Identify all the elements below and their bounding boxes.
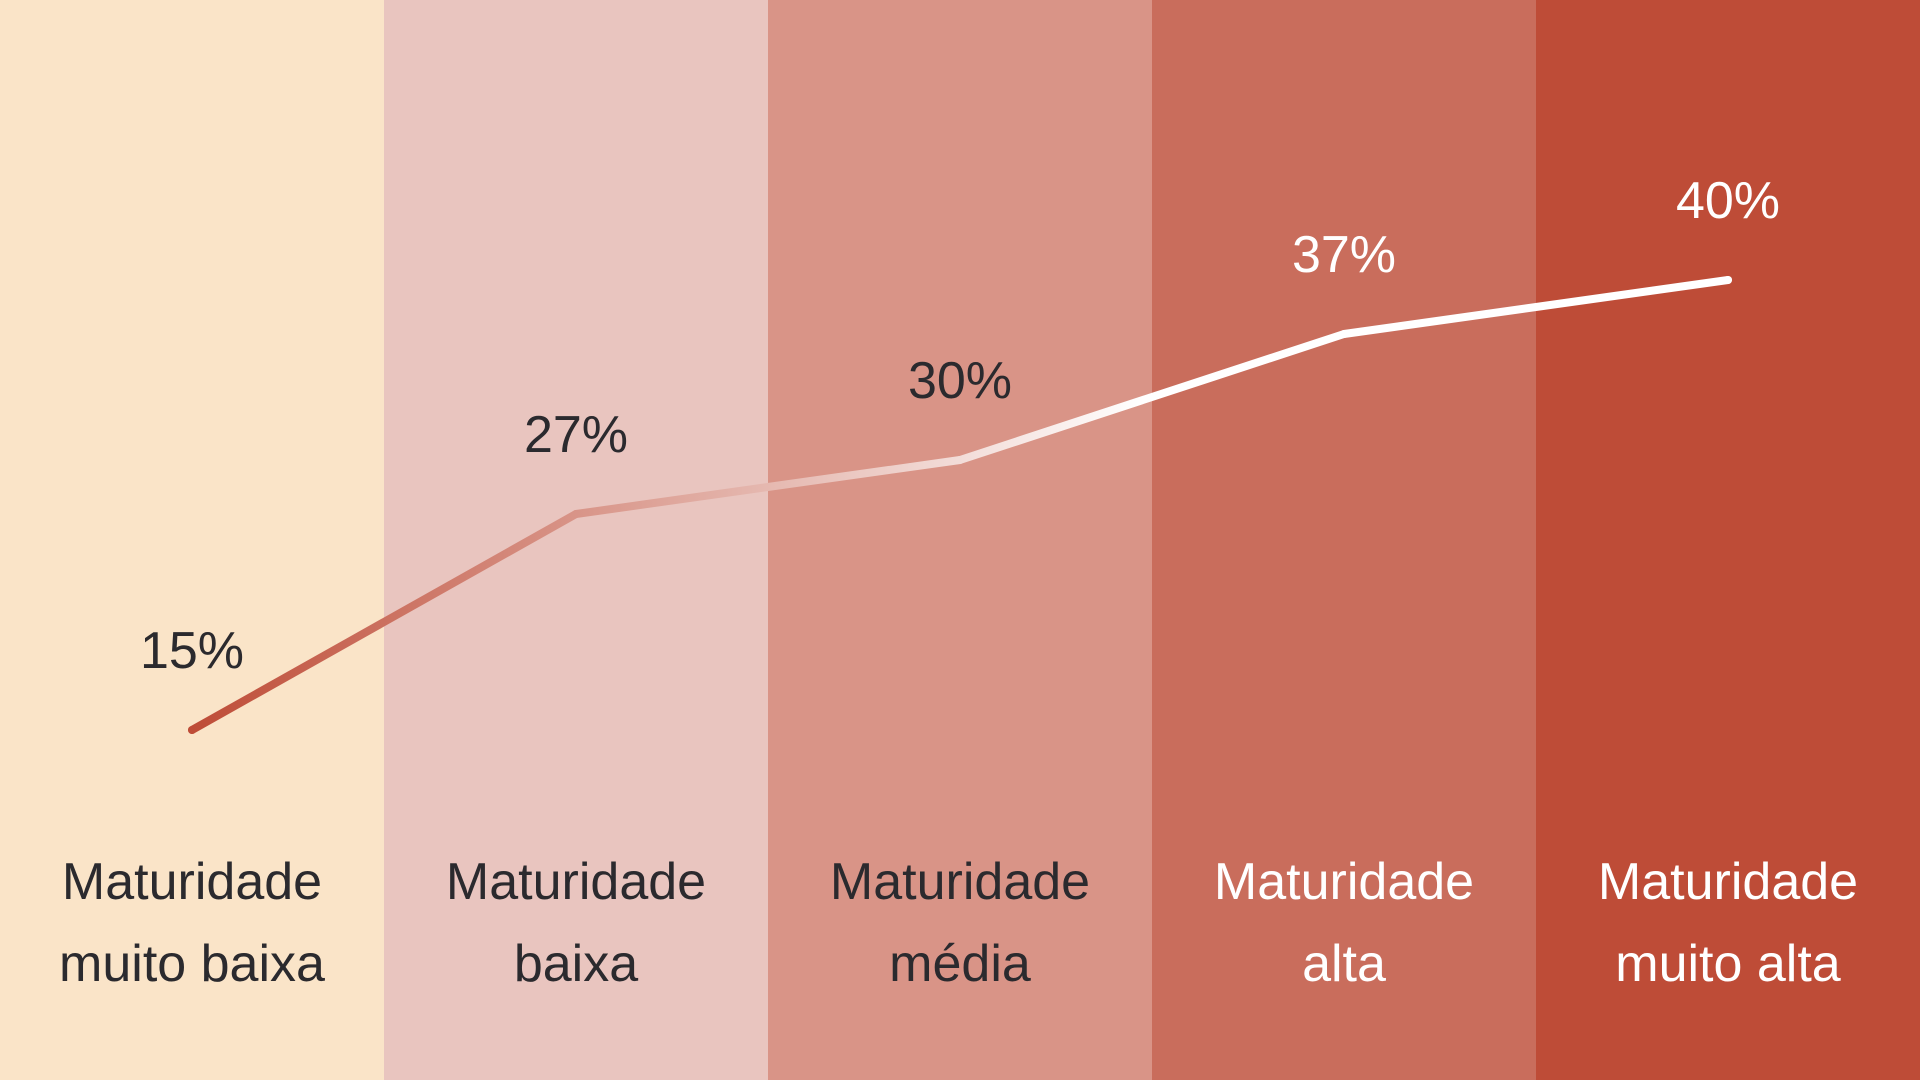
category-band xyxy=(384,0,769,1080)
data-point xyxy=(572,510,580,518)
data-label: 40% xyxy=(1676,172,1780,230)
series-line-group xyxy=(188,276,1732,734)
data-point xyxy=(188,726,196,734)
category-band xyxy=(0,0,385,1080)
data-point xyxy=(1340,330,1348,338)
data-label: 27% xyxy=(524,406,628,464)
data-label: 15% xyxy=(140,622,244,680)
category-band xyxy=(768,0,1153,1080)
data-label: 37% xyxy=(1292,226,1396,284)
category-label: alta xyxy=(1302,935,1386,993)
category-band xyxy=(1152,0,1537,1080)
category-label: muito alta xyxy=(1615,935,1841,993)
category-label: baixa xyxy=(514,935,638,993)
category-label: Maturidade xyxy=(1598,853,1858,911)
category-label: Maturidade xyxy=(830,853,1090,911)
category-label: Maturidade xyxy=(62,853,322,911)
data-labels: 15% 27% 30% 37% 40% xyxy=(140,172,1780,680)
data-point xyxy=(956,456,964,464)
category-label: Maturidade xyxy=(446,853,706,911)
data-label: 30% xyxy=(908,352,1012,410)
category-label: média xyxy=(889,935,1031,993)
category-label: Maturidade xyxy=(1214,853,1474,911)
category-labels: Maturidade muito baixa Maturidade baixa Matu… xyxy=(59,853,1858,993)
category-label: muito baixa xyxy=(59,935,325,993)
category-band xyxy=(1536,0,1920,1080)
data-point xyxy=(1724,276,1732,284)
